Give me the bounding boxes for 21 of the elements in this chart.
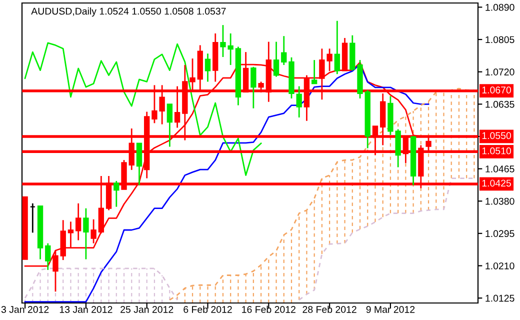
y-tick-label: 1.0295 [486,230,514,238]
ref-line-label: 1.0425 [482,180,511,187]
x-tick-label: 25 Jan 2012 [120,306,174,313]
x-tick-label: 6 Feb 2012 [184,306,232,313]
ref-line-label: 1.0670 [482,86,512,94]
x-tick-label: 16 Feb 2012 [242,306,296,313]
y-tick-label: 1.0465 [486,166,514,172]
y-tick-label: 1.0125 [486,294,514,302]
x-tick-label: 9 Mar 2012 [366,306,415,313]
x-tick-label: 3 Jan 2012 [1,306,49,313]
x-tick-label: 13 Jan 2012 [60,306,112,313]
y-tick-label: 1.0380 [486,198,514,205]
y-tick-label: 1.0720 [486,68,514,76]
y-tick-label: 1.0635 [486,100,514,108]
ref-line-label: 1.0510 [482,147,512,154]
y-tick-label: 1.0210 [486,262,514,270]
chart-title: AUDUSD,Daily 1.0524 1.0550 1.0508 1.0537 [31,8,226,17]
y-tick-label: 1.0890 [486,4,514,11]
ref-line-label: 1.0550 [482,132,512,140]
y-tick-label: 1.0805 [486,36,514,44]
x-tick-label: 28 Feb 2012 [302,306,356,313]
